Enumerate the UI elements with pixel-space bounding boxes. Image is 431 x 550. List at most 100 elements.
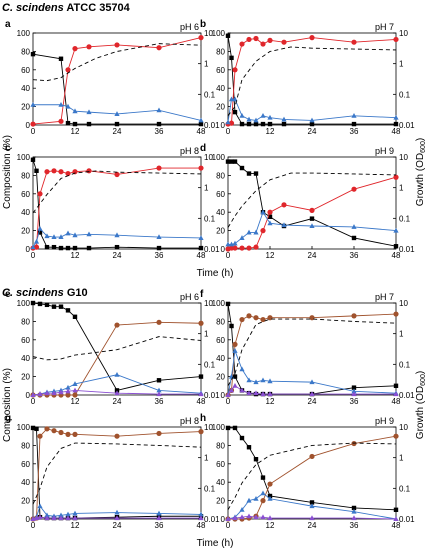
x-tick-label: 24 (113, 127, 122, 136)
data-point-square (393, 383, 399, 388)
data-point-triangle (225, 516, 231, 521)
data-point-triangle (58, 101, 64, 107)
data-point-circle (72, 46, 78, 52)
y2-tick-label: 0.01 (204, 391, 220, 400)
panel-letter: g (5, 413, 11, 424)
x-tick-label: 24 (308, 521, 317, 530)
y-tick-label: 80 (216, 317, 225, 326)
series-line-blue (32, 374, 202, 396)
data-point-triangle (239, 507, 245, 512)
data-point-triangle (351, 113, 357, 118)
data-point-triangle (253, 495, 259, 501)
y2-tick-label: 0.01 (399, 515, 415, 524)
data-point-circle (351, 186, 357, 192)
y-tick-label: 80 (216, 171, 225, 180)
condition-label: pH 9 (375, 416, 394, 426)
data-point-circle (58, 429, 64, 436)
data-point-triangle (58, 389, 64, 395)
data-point-triangle (86, 231, 92, 237)
data-point-circle (72, 431, 78, 437)
y2-tick-label: 0.1 (399, 484, 411, 493)
y2-tick-label: 0.01 (204, 121, 220, 130)
y-left-label-top: Composition (%) (2, 135, 13, 209)
x-tick-label: 12 (266, 397, 275, 406)
data-point-square (114, 121, 120, 127)
y-tick-label: 0 (26, 391, 31, 400)
y-tick-label: 100 (17, 29, 31, 38)
x-tick-label: 12 (266, 521, 275, 530)
x-tick-label: 48 (197, 397, 206, 406)
data-point-triangle (198, 511, 204, 517)
data-point-square (114, 244, 120, 250)
data-point-circle (267, 209, 273, 215)
y-tick-label: 40 (21, 84, 30, 93)
x-tick-label: 48 (392, 251, 401, 260)
data-point-square (198, 374, 204, 379)
series-line-blue (32, 227, 202, 248)
data-point-triangle (239, 366, 245, 372)
data-point-triangle (260, 391, 266, 397)
data-point-square (30, 300, 36, 306)
series-line-brown (33, 321, 202, 396)
data-point-triangle (225, 119, 231, 125)
x-tick-label: 12 (71, 521, 80, 530)
data-point-triangle (393, 227, 399, 233)
x-tick-label: 0 (31, 521, 36, 530)
y-tick-label: 100 (212, 423, 226, 432)
y-tick-label: 40 (21, 354, 30, 363)
data-point-square (65, 245, 71, 251)
data-point-triangle (65, 515, 71, 521)
data-point-triangle (281, 222, 287, 228)
data-point-triangle (309, 223, 315, 228)
data-point-circle (198, 429, 204, 435)
data-point-square (246, 121, 252, 127)
growth-line (32, 336, 202, 361)
data-point-triangle (246, 390, 252, 396)
data-point-triangle (65, 384, 71, 390)
y2-tick-label: 0.01 (399, 391, 415, 400)
data-point-square (30, 51, 36, 57)
y-tick-label: 40 (216, 84, 225, 93)
data-point-circle (156, 430, 162, 437)
data-point-circle (232, 67, 238, 73)
y-tick-label: 40 (216, 208, 225, 217)
y-tick-label: 40 (216, 478, 225, 487)
data-point-triangle (260, 209, 266, 215)
series-line-red (32, 167, 201, 249)
y2-tick-label: 10 (204, 423, 213, 432)
data-point-triangle (44, 233, 50, 239)
data-point-triangle (351, 515, 357, 521)
data-point-circle (239, 316, 245, 323)
data-point-circle (51, 428, 57, 434)
x-tick-label: 36 (155, 521, 164, 530)
x-tick-label: 48 (392, 521, 401, 530)
panel-b: b pH 7 0 12 24 36 48 0 20 40 60 80 100 0.01 0.1 1 10 (200, 19, 415, 136)
data-point-square (86, 245, 92, 251)
growth-line (227, 442, 397, 510)
data-point-triangle (72, 108, 78, 114)
series-line-black (32, 302, 202, 391)
x-tick-label: 0 (226, 251, 231, 260)
y-tick-label: 20 (21, 227, 30, 236)
data-point-triangle (156, 510, 162, 516)
x-tick-label: 12 (266, 251, 275, 260)
panel-g: g pH 8 0 12 24 36 48 0 20 40 60 80 100 0.01 0.1 1 10 (5, 413, 220, 530)
data-point-triangle (51, 515, 57, 521)
data-point-square (253, 171, 259, 176)
data-point-triangle (267, 391, 273, 397)
y-tick-label: 20 (21, 497, 30, 506)
y-tick-label: 60 (21, 460, 30, 469)
data-point-circle (393, 174, 399, 180)
panel-letter: e (5, 289, 11, 300)
data-point-circle (114, 433, 120, 439)
y2-tick-label: 0.1 (204, 360, 216, 369)
growth-line (227, 172, 397, 228)
data-point-circle (37, 191, 43, 197)
data-point-square (30, 425, 36, 431)
y-tick-label: 60 (216, 66, 225, 75)
series-line-red (32, 37, 202, 125)
y-tick-label: 60 (21, 336, 30, 345)
x-tick-label: 24 (113, 251, 122, 260)
y-tick-label: 80 (216, 441, 225, 450)
y-tick-label: 20 (21, 103, 30, 112)
